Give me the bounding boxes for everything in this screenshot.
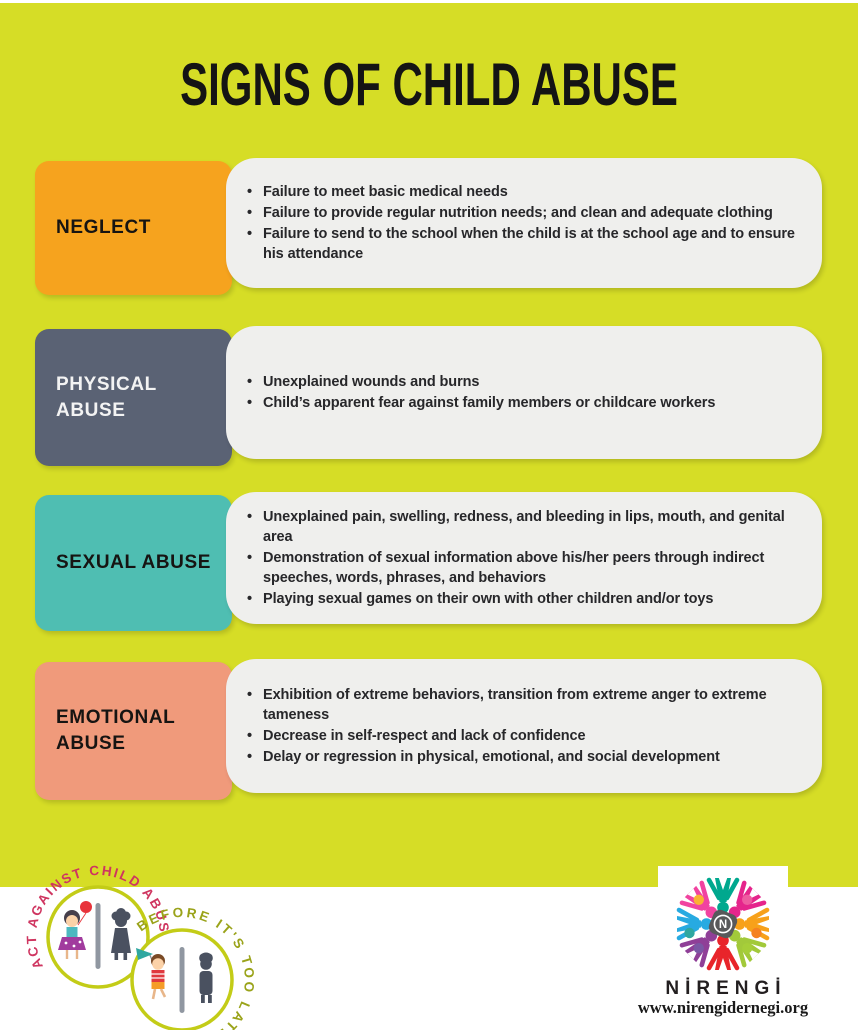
bullet-item: Failure to send to the school when the c… (246, 224, 808, 264)
section-label: PHYSICAL ABUSE (56, 373, 157, 421)
section-label-box: PHYSICAL ABUSE (35, 329, 232, 466)
section-label: NEGLECT (56, 217, 151, 239)
bullet-item: Failure to provide regular nutrition nee… (246, 203, 808, 223)
logo-center-mark: N (708, 909, 738, 939)
bullet-item: Child’s apparent fear against family mem… (246, 393, 808, 413)
section-row-neglect: NEGLECT Failure to meet basic medical ne… (35, 158, 822, 295)
nirengi-starburst-icon: N (676, 877, 770, 971)
bullet-item: Exhibition of extreme behaviors, transit… (246, 685, 808, 725)
campaign-badge: ACT AGAINST CHILD ABUSE BEFORE IT'S TOO … (24, 863, 256, 1030)
bullet-text: Child’s apparent fear against family mem… (263, 395, 716, 411)
section-label-box: NEGLECT (35, 161, 232, 295)
section-row-emotional-abuse: EMOTIONAL ABUSE Exhibition of extreme be… (35, 659, 822, 800)
section-content-box: Unexplained pain, swelling, redness, and… (226, 492, 822, 624)
bullet-list: Unexplained wounds and burns Child’s app… (246, 371, 808, 414)
section-label: EMOTIONAL ABUSE (56, 707, 176, 754)
divider-bar (95, 903, 101, 969)
nirengi-wordmark: NİRENGİ (665, 978, 787, 999)
section-content-box: Unexplained wounds and burns Child’s app… (226, 326, 822, 459)
bullet-item: Decrease in self-respect and lack of con… (246, 726, 808, 746)
girl-silhouette (111, 908, 131, 960)
section-content-box: Exhibition of extreme behaviors, transit… (226, 659, 822, 793)
section-row-sexual-abuse: SEXUAL ABUSE Unexplained pain, swelling,… (35, 492, 822, 631)
nirengi-website-url: www.nirengidernegi.org (637, 998, 809, 1017)
gear-flowers (684, 894, 762, 954)
section-label-box: EMOTIONAL ABUSE (35, 662, 232, 800)
section-label: SEXUAL ABUSE (56, 552, 212, 574)
bullet-item: Failure to meet basic medical needs (246, 182, 808, 202)
bullet-item: Playing sexual games on their own with o… (246, 589, 808, 609)
bullet-text: Unexplained wounds and burns (263, 374, 480, 390)
logo-center-letter: N (719, 919, 727, 931)
bullet-list: Failure to meet basic medical needs Fail… (246, 181, 808, 265)
section-content-box: Failure to meet basic medical needs Fail… (226, 158, 822, 288)
bullet-text: Failure to send to the school when the c… (263, 226, 795, 262)
boy-silhouette (199, 952, 213, 1003)
page-title: SIGNS OF CHILD ABUSE (180, 51, 678, 118)
boy-illustration (136, 947, 185, 1013)
bullet-text: Exhibition of extreme behaviors, transit… (263, 687, 767, 723)
girl-illustration (58, 901, 101, 969)
bullet-item: Unexplained pain, swelling, redness, and… (246, 507, 808, 547)
bullet-item: Unexplained wounds and burns (246, 372, 808, 392)
bullet-text: Delay or regression in physical, emotion… (263, 749, 720, 765)
bullet-text: Failure to provide regular nutrition nee… (263, 205, 773, 221)
bullet-item: Demonstration of sexual information abov… (246, 548, 808, 588)
bullet-item: Delay or regression in physical, emotion… (246, 747, 808, 767)
bullet-text: Unexplained pain, swelling, redness, and… (263, 509, 785, 545)
bullet-text: Decrease in self-respect and lack of con… (263, 728, 586, 744)
bullet-text: Failure to meet basic medical needs (263, 184, 508, 200)
bullet-list: Exhibition of extreme behaviors, transit… (246, 684, 808, 768)
nirengi-logo-box: N NİRENGİ (658, 866, 788, 1002)
bullet-list: Unexplained pain, swelling, redness, and… (246, 506, 808, 610)
divider-bar (179, 947, 185, 1013)
section-label-box: SEXUAL ABUSE (35, 495, 232, 631)
bullet-text: Playing sexual games on their own with o… (263, 591, 714, 607)
bullet-text: Demonstration of sexual information abov… (263, 550, 765, 586)
section-row-physical-abuse: PHYSICAL ABUSE Unexplained wounds and bu… (35, 326, 822, 466)
